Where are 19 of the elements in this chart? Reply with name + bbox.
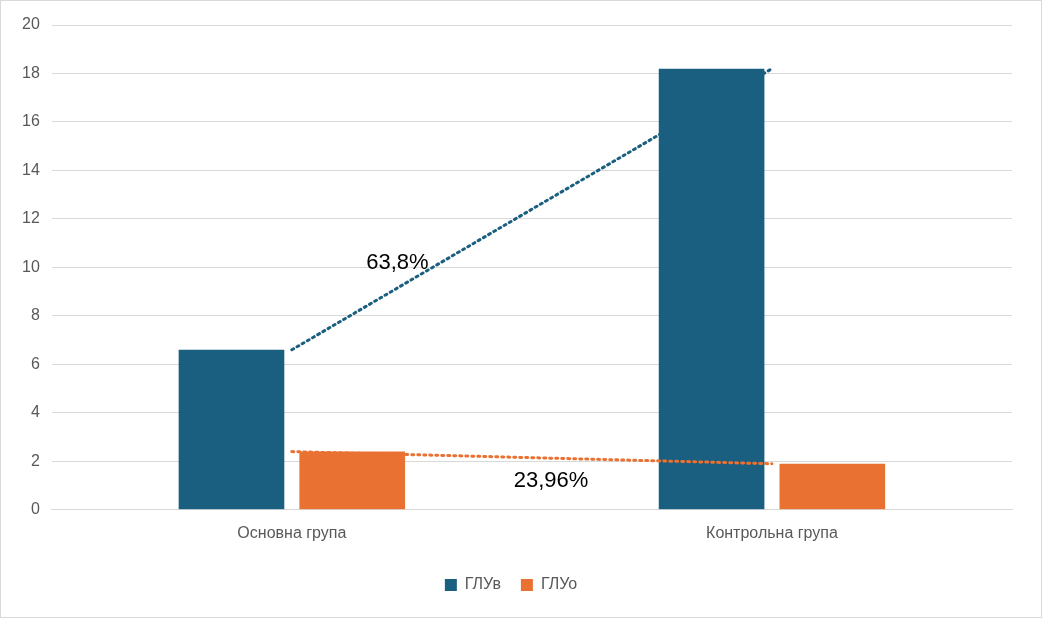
x-tick-label: Контрольна група xyxy=(706,523,838,541)
y-tick-label: 10 xyxy=(22,257,40,275)
y-tick-label: 4 xyxy=(30,403,40,421)
y-tick-label: 12 xyxy=(22,209,40,227)
bar xyxy=(779,463,886,510)
annotation: 23,96% xyxy=(513,466,589,492)
y-tick-label: 2 xyxy=(30,451,40,469)
y-tick-label: 16 xyxy=(22,112,40,130)
y-tick-label: 18 xyxy=(22,63,40,81)
y-tick-label: 20 xyxy=(22,15,40,33)
bar xyxy=(178,349,285,510)
legend-label: ГЛУо xyxy=(540,575,578,593)
y-tick-label: 14 xyxy=(22,160,40,178)
y-tick-label: 0 xyxy=(30,500,40,518)
legend-label: ГЛУв xyxy=(464,575,501,593)
y-tick-label: 6 xyxy=(30,354,40,372)
x-tick-label: Основна група xyxy=(237,523,347,541)
y-tick-label: 8 xyxy=(30,306,40,324)
annotation: 63,8% xyxy=(366,248,429,274)
